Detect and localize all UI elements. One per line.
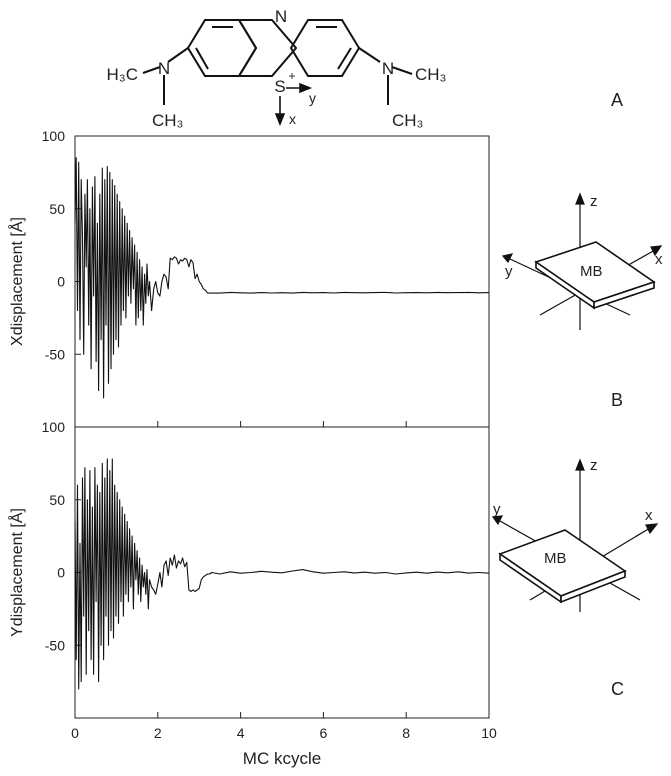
inset-b-y-arrowhead [501, 253, 514, 264]
x-tick-label: 6 [320, 725, 328, 741]
y-tick-label: 50 [49, 201, 65, 217]
y-tick-label: -50 [45, 346, 65, 362]
inset-b-z-arrowhead [575, 192, 585, 205]
atom-ch3-left: CH₃ [152, 111, 183, 130]
y-tick-label: 0 [57, 565, 65, 581]
central-ring [237, 19, 298, 77]
bond-line [337, 47, 352, 70]
molecule-y-label: y [309, 90, 316, 106]
y-tick-label: 100 [42, 419, 66, 435]
series-line [74, 157, 490, 399]
panel-label-c: C [611, 679, 624, 699]
molecule-axes [274, 82, 313, 127]
atom-ch3-right-bottom: CH₃ [392, 111, 423, 130]
x-tick-label: 4 [237, 725, 245, 741]
inset-c-z-label: z [590, 457, 598, 474]
y-axis-label: Xdisplacement [Å] [7, 217, 26, 346]
atom-ch3-right-top: CH₃ [415, 65, 446, 84]
inset-c-mb-label: MB [544, 550, 567, 567]
molecule-atom-labels: N S + N N H₃C CH₃ CH₃ CH₃ x y [107, 7, 447, 130]
right-benzene-ring [289, 19, 361, 77]
bond-line [358, 47, 381, 63]
chart-x-displacement: 100 50 0 -50 Xdisplacement [Å] [7, 128, 490, 428]
left-benzene-ring [186, 19, 258, 77]
y-tick-label: 0 [57, 274, 65, 290]
panel-label-a: A [611, 90, 623, 110]
inset-c-orientation [491, 458, 659, 612]
y-tick-label: 50 [49, 492, 65, 508]
x-tick-label: 8 [402, 725, 410, 741]
y-tick-label: 100 [42, 128, 66, 144]
inset-c-z-arrowhead [575, 458, 585, 471]
y-tick-label: -50 [45, 637, 65, 653]
inset-c-plate-end [560, 569, 626, 604]
inset-b-y-label: y [505, 263, 513, 280]
inset-b-orientation [501, 192, 663, 330]
inset-b-x-arrowhead [650, 245, 663, 257]
inset-c-y-arrowhead [491, 515, 504, 526]
atom-n-right: N [382, 59, 394, 78]
inset-c-y-label: y [493, 501, 501, 518]
inset-c-x-arrowhead [645, 523, 659, 535]
bond-line [167, 47, 189, 63]
x-axis-arrowhead [274, 113, 286, 127]
x-tick-label: 10 [481, 725, 497, 741]
bond-line [195, 47, 209, 70]
bond-line [142, 66, 161, 74]
atom-n-left: N [158, 59, 170, 78]
inset-b-plate-end [593, 280, 655, 310]
molecule-structure [142, 19, 413, 105]
atom-h3c-left: H₃C [107, 65, 138, 84]
atom-n-ring: N [275, 7, 287, 26]
bond-line [391, 66, 413, 75]
atom-s-charge: + [288, 69, 295, 83]
chart-y-displacement: 100 50 0 -50 0 2 4 6 8 10 Ydisplacement [Å] MC kcyc… [7, 419, 497, 768]
series-line [74, 458, 490, 690]
molecule-x-label: x [289, 111, 296, 127]
x-tick-label: 0 [71, 725, 79, 741]
atom-s-ring: S [274, 77, 285, 96]
inset-b-x-label: x [655, 251, 663, 268]
x-tick-label: 2 [154, 725, 162, 741]
inset-c-x-label: x [645, 507, 653, 524]
y-axis-arrowhead [299, 82, 313, 94]
inset-b-mb-label: MB [580, 263, 603, 280]
panel-label-b: B [611, 390, 623, 410]
inset-b-z-label: z [590, 193, 598, 210]
y-axis-label: Ydisplacement [Å] [7, 508, 26, 637]
x-axis-label: MC kcycle [243, 749, 321, 768]
